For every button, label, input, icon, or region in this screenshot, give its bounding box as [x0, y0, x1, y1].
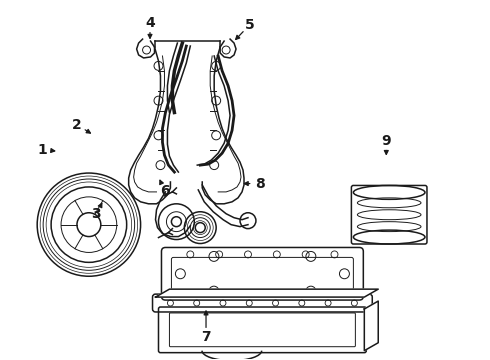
Text: 2: 2 [72, 118, 82, 132]
Text: 4: 4 [145, 16, 155, 30]
Polygon shape [155, 289, 378, 297]
Text: 5: 5 [245, 18, 255, 32]
Text: 7: 7 [201, 330, 211, 344]
Text: 3: 3 [92, 207, 101, 221]
Text: 8: 8 [255, 176, 265, 190]
Text: 1: 1 [38, 143, 48, 157]
Polygon shape [365, 301, 378, 351]
Text: 9: 9 [382, 134, 391, 148]
Text: 6: 6 [160, 184, 170, 198]
